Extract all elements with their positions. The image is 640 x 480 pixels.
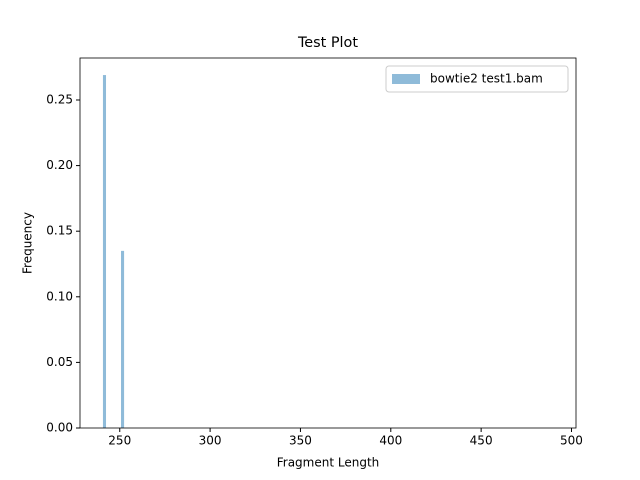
y-tick-label: 0.20 <box>46 158 73 172</box>
y-tick-label: 0.00 <box>46 421 73 435</box>
chart-title: Test Plot <box>297 35 358 51</box>
plot-frame <box>79 57 577 429</box>
y-tick-label: 0.05 <box>46 355 73 369</box>
bar <box>102 75 107 429</box>
legend-swatch <box>392 74 420 84</box>
y-axis-label: Frequency <box>21 212 35 274</box>
x-tick-label: 300 <box>199 434 222 448</box>
legend-label: bowtie2 test1.bam <box>430 72 543 86</box>
y-tick-label: 0.25 <box>46 92 73 106</box>
x-tick-label: 400 <box>379 434 402 448</box>
x-tick-label: 450 <box>470 434 493 448</box>
x-tick-label: 500 <box>560 434 583 448</box>
x-axis-label: Fragment Length <box>277 456 380 470</box>
x-tick-label: 250 <box>108 434 131 448</box>
legend-box <box>385 65 569 93</box>
bar <box>121 250 125 428</box>
x-tick-label: 350 <box>289 434 312 448</box>
y-tick-label: 0.15 <box>46 224 73 238</box>
y-tick-label: 0.10 <box>46 289 73 303</box>
